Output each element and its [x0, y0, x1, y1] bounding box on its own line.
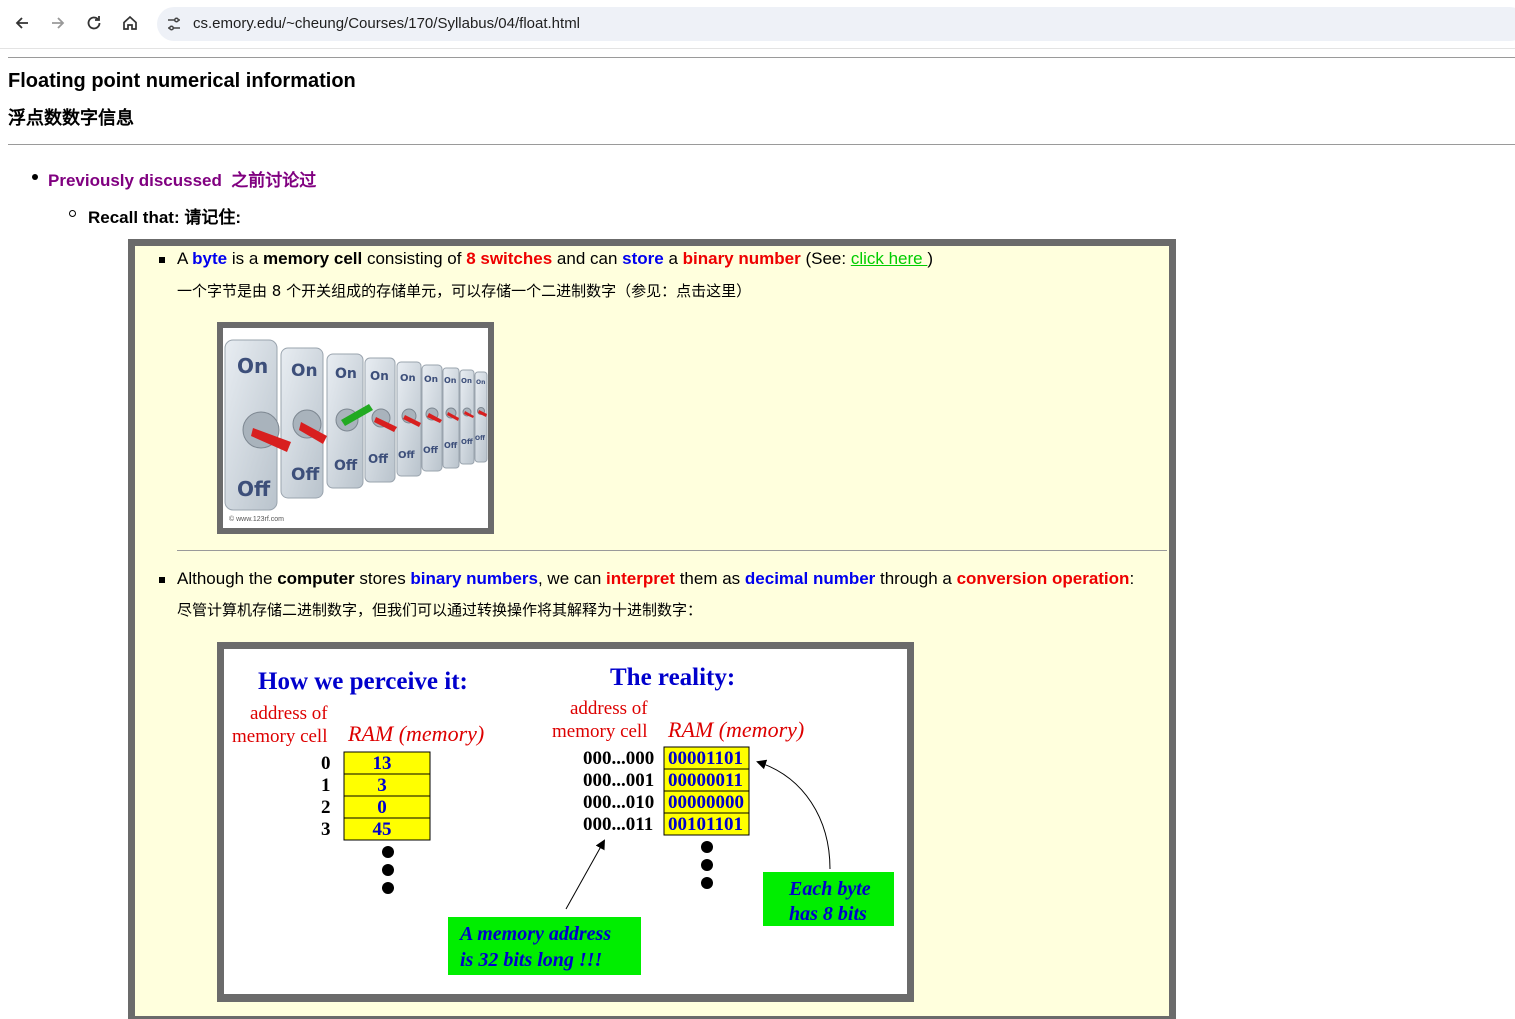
perceive-title: How we perceive it: [258, 668, 468, 695]
memory-value-cell: 00001101 [668, 748, 743, 769]
memory-value-cell: 13 [373, 753, 392, 774]
byte-definition: A byte is a memory cell consisting of 8 … [177, 249, 934, 268]
address-label: memory cell [552, 721, 648, 742]
on-label: On [237, 354, 268, 378]
memory-value-cell: 00000011 [668, 770, 743, 791]
address-cell: 3 [321, 819, 331, 840]
reload-icon [87, 16, 101, 30]
address-cell: 000...010 [583, 792, 654, 813]
svg-text:Off: Off [461, 438, 473, 446]
home-icon [123, 15, 137, 30]
ram-label: RAM (memory) [347, 721, 484, 746]
arrow-left-icon [15, 17, 28, 29]
svg-text:has 8 bits: has 8 bits [789, 903, 867, 925]
svg-text:On: On [291, 361, 318, 381]
bullet [159, 257, 165, 263]
home-button[interactable] [116, 8, 144, 38]
address-cell: 000...011 [583, 814, 653, 835]
browser-toolbar: cs.emory.edu/~cheung/Courses/170/Syllabu… [0, 0, 1515, 49]
bullet [32, 174, 38, 180]
page-title-cn: 浮点数数字信息 [8, 108, 134, 129]
note-address-size: A memory address [458, 923, 611, 945]
svg-text:On: On [444, 376, 457, 385]
off-label: Off [237, 477, 271, 501]
memory-value-cell: 00101101 [668, 814, 743, 835]
divider [8, 57, 1515, 58]
url-text[interactable]: cs.emory.edu/~cheung/Courses/170/Syllabu… [193, 15, 581, 32]
reload-button[interactable] [80, 8, 108, 38]
bullet [159, 577, 165, 583]
interpretation-text: Although the computer stores binary numb… [177, 569, 1135, 588]
back-button[interactable] [8, 8, 36, 38]
address-cell: 1 [321, 775, 331, 796]
reality-title: The reality: [610, 664, 735, 691]
recall-heading: Recall that: 请记住: [88, 208, 242, 227]
memory-value-cell: 3 [377, 775, 387, 796]
svg-text:On: On [370, 369, 389, 383]
svg-text:is 32 bits long !!!: is 32 bits long !!! [460, 949, 602, 971]
note-byte-size: Each byte [788, 878, 871, 900]
arrow-right-icon [52, 17, 65, 29]
svg-text:On: On [424, 375, 438, 385]
bullet [69, 210, 76, 217]
memory-diagram: How we perceive it: The reality: address… [224, 649, 907, 994]
page-title: Floating point numerical information [8, 70, 356, 92]
svg-text:On: On [400, 373, 416, 384]
image-credit: © www.123rf.com [229, 515, 284, 523]
address-cell: 000...000 [583, 748, 654, 769]
ram-label: RAM (memory) [667, 717, 804, 742]
interpretation-text-cn: 尽管计算机存储二进制数字，但我们可以通过转换操作将其解释为十进制数字： [177, 601, 703, 619]
memory-value-cell: 00000000 [668, 792, 744, 813]
svg-text:Off: Off [475, 435, 485, 442]
address-cell: 000...001 [583, 770, 654, 791]
address-bar[interactable]: cs.emory.edu/~cheung/Courses/170/Syllabu… [157, 7, 1515, 41]
switch-image: On On On On On On On On On Off Off Off O… [223, 328, 488, 528]
byte-definition-cn: 一个字节是由 8 个开关组成的存储单元，可以存储一个二进制数字（参见：点击这里） [177, 282, 752, 300]
address-label: address of [250, 703, 328, 724]
svg-text:On: On [461, 377, 472, 385]
svg-text:Off: Off [423, 446, 439, 456]
svg-text:On: On [335, 366, 357, 382]
site-settings-icon[interactable] [165, 15, 183, 33]
click-here-link[interactable]: click here [850, 249, 928, 268]
svg-text:Off: Off [444, 441, 458, 450]
svg-text:Off: Off [368, 452, 388, 466]
memory-value-cell: 0 [377, 797, 387, 818]
svg-text:Off: Off [291, 465, 319, 485]
previously-discussed-heading: Previously discussed 之前讨论过 [48, 171, 317, 190]
svg-text:On: On [476, 379, 485, 386]
address-cell: 0 [321, 753, 331, 774]
divider [8, 144, 1515, 145]
memory-value-cell: 45 [373, 819, 392, 840]
address-label: address of [570, 698, 648, 719]
forward-button[interactable] [44, 8, 72, 38]
svg-text:Off: Off [398, 450, 416, 461]
address-label: memory cell [232, 726, 328, 747]
address-cell: 2 [321, 797, 331, 818]
svg-text:Off: Off [334, 458, 358, 474]
divider [177, 550, 1167, 551]
